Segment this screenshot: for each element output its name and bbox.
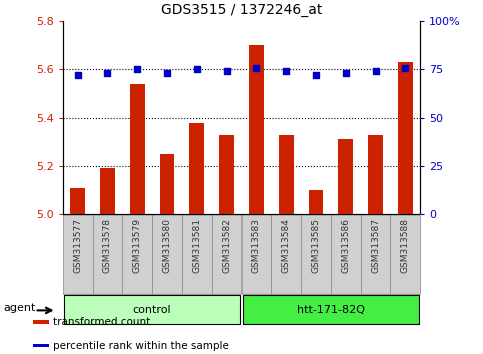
Bar <box>159 154 174 214</box>
Point <box>133 67 141 72</box>
Point <box>193 67 201 72</box>
Bar <box>100 169 115 214</box>
Point <box>74 73 82 78</box>
Text: htt-171-82Q: htt-171-82Q <box>297 305 365 315</box>
Text: GSM313580: GSM313580 <box>163 218 171 273</box>
Bar <box>338 139 353 214</box>
Text: percentile rank within the sample: percentile rank within the sample <box>53 341 229 350</box>
Title: GDS3515 / 1372246_at: GDS3515 / 1372246_at <box>161 4 322 17</box>
Text: GSM313588: GSM313588 <box>401 218 410 273</box>
Bar <box>271 214 301 294</box>
Bar <box>361 214 390 294</box>
Text: GSM313578: GSM313578 <box>103 218 112 273</box>
Point <box>163 70 171 76</box>
Bar <box>301 214 331 294</box>
Bar <box>390 214 420 294</box>
Bar <box>249 45 264 214</box>
Text: GSM313585: GSM313585 <box>312 218 320 273</box>
Point <box>312 73 320 78</box>
Point <box>223 69 230 74</box>
Point <box>401 65 409 70</box>
Bar <box>33 320 49 324</box>
Bar <box>242 214 271 294</box>
Text: GSM313583: GSM313583 <box>252 218 261 273</box>
Bar <box>309 190 324 214</box>
Text: GSM313582: GSM313582 <box>222 218 231 273</box>
Bar <box>33 344 49 347</box>
Text: GSM313579: GSM313579 <box>133 218 142 273</box>
Text: GSM313584: GSM313584 <box>282 218 291 273</box>
Bar <box>63 214 93 294</box>
Text: transformed count: transformed count <box>53 317 150 327</box>
Bar <box>331 214 361 294</box>
Bar <box>130 84 145 214</box>
Bar <box>70 188 85 214</box>
Point <box>372 69 380 74</box>
FancyBboxPatch shape <box>64 295 240 324</box>
Bar <box>368 135 383 214</box>
Point <box>342 70 350 76</box>
Text: GSM313581: GSM313581 <box>192 218 201 273</box>
Bar <box>212 214 242 294</box>
Bar <box>219 135 234 214</box>
Point <box>104 70 112 76</box>
Bar <box>279 135 294 214</box>
Point <box>282 69 290 74</box>
Bar <box>122 214 152 294</box>
Bar <box>182 214 212 294</box>
Point <box>253 65 260 70</box>
Bar <box>398 62 413 214</box>
Bar <box>152 214 182 294</box>
FancyBboxPatch shape <box>243 295 419 324</box>
Text: GSM313577: GSM313577 <box>73 218 82 273</box>
Bar <box>93 214 122 294</box>
Bar <box>189 122 204 214</box>
Text: agent: agent <box>3 303 36 313</box>
Text: GSM313587: GSM313587 <box>371 218 380 273</box>
Text: GSM313586: GSM313586 <box>341 218 350 273</box>
Text: control: control <box>133 305 171 315</box>
